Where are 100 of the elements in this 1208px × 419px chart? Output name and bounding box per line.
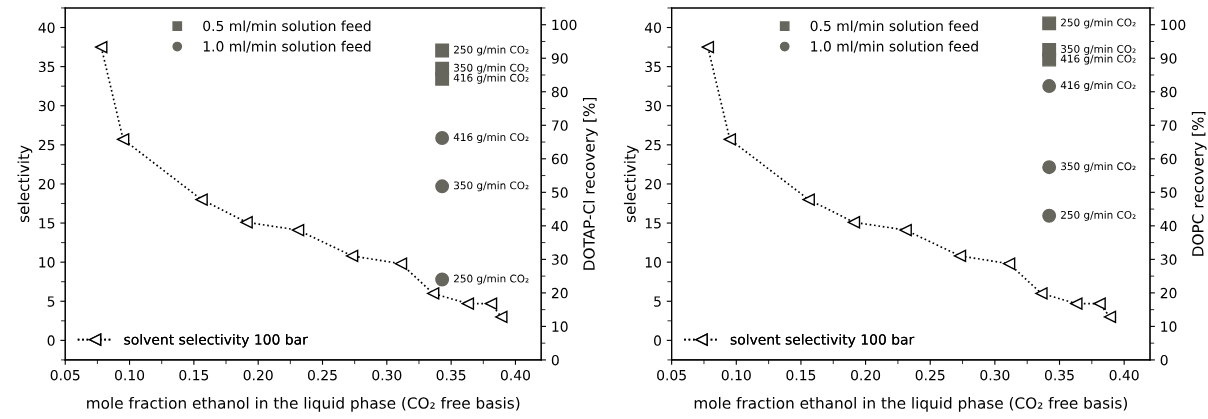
x-tick-label: 0.15 — [179, 369, 209, 381]
y2-tick-label: 10 — [1161, 321, 1177, 332]
x-tick-label: 0.05 — [657, 369, 686, 381]
y-tick-label: 10 — [39, 257, 55, 268]
y2-tick-label: 0 — [551, 354, 559, 366]
point — [1042, 79, 1057, 94]
point — [1042, 160, 1057, 175]
point — [847, 216, 861, 229]
x-tick-label: 0.20 — [851, 369, 881, 381]
point — [1042, 52, 1057, 67]
y-tick-label: 40 — [644, 22, 661, 33]
y-tick-label: 35 — [38, 61, 55, 73]
point — [195, 193, 208, 206]
y-tick-label: 5 — [47, 296, 55, 307]
point — [1103, 310, 1117, 324]
y2-tick-label: 20 — [1160, 287, 1177, 299]
x-axis-title: mole fraction ethanol in the liquid phase (CO₂ free basis) — [87, 396, 520, 412]
point — [802, 193, 815, 206]
y-tick-label: 40 — [38, 22, 55, 33]
point — [426, 287, 440, 300]
y-tick-label: 25 — [645, 139, 661, 151]
y2-tick-label: 100 — [1161, 19, 1186, 31]
y-tick-label: 30 — [645, 100, 661, 112]
y2-tick-label: 70 — [1160, 120, 1177, 131]
point — [1070, 297, 1083, 310]
y2-tick-label: 10 — [552, 321, 568, 332]
y-tick-label: 15 — [39, 218, 55, 229]
point — [1042, 208, 1057, 223]
annotation: 350 g/min CO₂ — [1061, 162, 1136, 173]
y2-tick-label: 20 — [551, 287, 568, 299]
legend-label: solvent selectivity 100 bar — [730, 333, 915, 348]
y-tick-label: 5 — [654, 296, 661, 307]
x-tick-label: 0.05 — [50, 369, 80, 381]
annotation: 416 g/min CO₂ — [1060, 81, 1136, 92]
y2-tick-label: 90 — [1160, 53, 1177, 64]
y2-tick-label: 100 — [552, 19, 577, 31]
point — [394, 257, 408, 270]
annotation: 250 g/min CO₂ — [1061, 18, 1136, 29]
point — [461, 297, 475, 310]
x-tick-label: 0.40 — [500, 369, 530, 381]
annotation: 416 g/min CO₂ — [453, 132, 529, 144]
y2-tick-label: 70 — [552, 120, 568, 131]
point — [1035, 287, 1048, 300]
legend-label: 0.5 ml/min solution feed — [203, 20, 371, 33]
point — [435, 179, 450, 194]
y-tick-label: 30 — [38, 100, 55, 112]
point — [94, 40, 108, 54]
y-tick-label: 20 — [38, 178, 55, 190]
x-tick-label: 0.40 — [1109, 369, 1139, 381]
legend-label: 1.0 ml/min solution feed — [811, 40, 978, 53]
y-axis-title: selectivity — [17, 145, 33, 223]
y-axis-title: selectivity — [623, 145, 639, 223]
point — [435, 272, 450, 287]
point — [240, 216, 253, 229]
y2-tick-label: 30 — [1160, 254, 1177, 265]
y2-axis-title: DOPC recovery [%] — [1191, 111, 1207, 256]
x-tick-label: 0.25 — [307, 369, 337, 381]
y2-tick-label: 0 — [1160, 354, 1168, 366]
x-axis-title: mole fraction ethanol in the liquid phase (CO₂ free basis) — [694, 396, 1128, 412]
y-tick-label: 25 — [38, 139, 55, 151]
y-tick-label: 10 — [645, 257, 661, 268]
y-tick-label: 15 — [645, 218, 661, 229]
y2-tick-label: 80 — [1160, 86, 1177, 98]
point — [116, 133, 130, 146]
legend-label: solvent selectivity 100 bar — [124, 333, 308, 348]
annotation: 250 g/min CO₂ — [454, 45, 529, 56]
x-tick-label: 0.10 — [721, 369, 751, 381]
point — [899, 223, 912, 237]
point — [1042, 16, 1057, 31]
legend-label: 1.0 ml/min solution feed — [203, 40, 371, 53]
point — [345, 249, 359, 263]
y2-tick-label: 90 — [551, 53, 568, 64]
point — [435, 71, 450, 86]
y-tick-label: 20 — [645, 178, 661, 190]
x-tick-label: 0.20 — [243, 369, 273, 381]
x-tick-label: 0.35 — [1044, 369, 1074, 381]
y2-tick-label: 60 — [551, 153, 568, 165]
y2-tick-label: 50 — [1160, 187, 1177, 198]
x-tick-label: 0.15 — [786, 369, 816, 381]
point — [1002, 257, 1016, 270]
point — [484, 297, 498, 310]
y-tick-label: 35 — [645, 61, 661, 73]
annotation: 350 g/min CO₂ — [1061, 44, 1136, 55]
point — [1093, 297, 1106, 310]
y-tick-label: 0 — [47, 335, 55, 346]
point — [435, 131, 450, 145]
annotation: 416 g/min CO₂ — [1060, 54, 1136, 65]
annotation: 416 g/min CO₂ — [453, 73, 529, 84]
y2-axis-title: DOTAP-Cl recovery [%] — [582, 97, 598, 270]
y2-tick-label: 30 — [551, 254, 568, 265]
y2-tick-label: 50 — [551, 187, 568, 198]
point — [701, 40, 715, 54]
y-tick-label: 0 — [654, 335, 661, 346]
point — [291, 223, 305, 237]
legend-label: 0.5 ml/min solution feed — [810, 20, 978, 33]
x-tick-label: 0.30 — [980, 369, 1010, 381]
annotation: 350 g/min CO₂ — [454, 63, 529, 74]
point — [435, 43, 450, 58]
x-tick-label: 0.35 — [436, 369, 466, 381]
x-tick-label: 0.25 — [915, 369, 945, 381]
